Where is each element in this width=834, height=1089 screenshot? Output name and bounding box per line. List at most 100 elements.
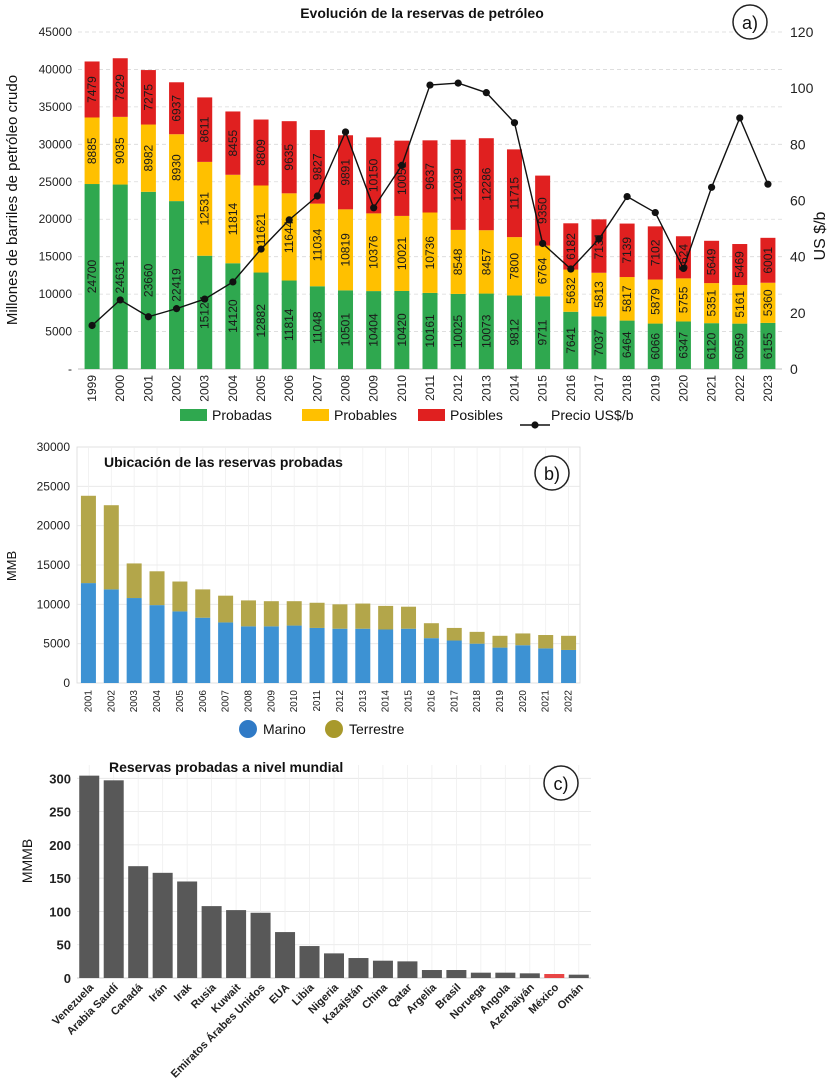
price-point-2015 bbox=[539, 239, 547, 248]
x-tick-label: Irán bbox=[147, 981, 170, 1004]
data-label: 10025 bbox=[451, 314, 465, 348]
data-label: 6120 bbox=[705, 332, 719, 359]
bar-probables-2019 bbox=[647, 279, 663, 324]
bar-probables-2001 bbox=[140, 124, 156, 192]
bar-posibles-2020 bbox=[675, 236, 691, 279]
bar-probadas-2015 bbox=[535, 296, 551, 369]
bar-marino-2007 bbox=[218, 622, 234, 683]
x-tick-label: 2013 bbox=[358, 690, 369, 713]
bar-terrestre-2004 bbox=[149, 571, 165, 606]
x-tick-label: 2004 bbox=[226, 375, 240, 402]
price-point-2023 bbox=[764, 180, 772, 188]
bar-Omán bbox=[568, 974, 589, 978]
x-tick-label: 2013 bbox=[479, 375, 493, 402]
bar-terrestre-2003 bbox=[126, 563, 142, 599]
bar-terrestre-2007 bbox=[218, 595, 234, 623]
data-label: 6937 bbox=[170, 95, 184, 122]
x-tick-label: 2003 bbox=[129, 690, 140, 713]
data-label: 15124 bbox=[198, 295, 212, 329]
y-tick-label: 30000 bbox=[39, 137, 73, 151]
bar-marino-2008 bbox=[240, 626, 256, 683]
x-tick-label: EUA bbox=[267, 982, 292, 1007]
legend-label-probables: Probables bbox=[334, 407, 397, 423]
legend-label-terrestre: Terrestre bbox=[349, 721, 404, 737]
bar-probables-2020 bbox=[675, 278, 691, 322]
price-point-2005 bbox=[257, 245, 265, 253]
data-label: 5632 bbox=[564, 277, 578, 304]
legend-swatch-probables bbox=[302, 409, 329, 421]
data-label: 7037 bbox=[592, 329, 606, 356]
legend-swatch-marino bbox=[239, 720, 257, 738]
price-point-2020 bbox=[679, 264, 688, 273]
x-tick-label: 2022 bbox=[564, 690, 575, 713]
price-point-2006 bbox=[285, 216, 293, 224]
y2-tick-label: 80 bbox=[790, 136, 806, 152]
data-label: 8885 bbox=[85, 137, 99, 164]
x-tick-label: 2010 bbox=[289, 690, 300, 713]
bar-probables-2004 bbox=[225, 174, 241, 264]
panel-label-circle bbox=[543, 765, 579, 801]
x-tick-label: 2011 bbox=[423, 375, 437, 401]
y2-tick-label: 0 bbox=[790, 361, 798, 377]
bar-probadas-2007 bbox=[309, 286, 325, 369]
bar-probadas-2003 bbox=[197, 255, 213, 369]
bar-terrestre-2017 bbox=[446, 627, 462, 641]
x-tick-label: 2009 bbox=[367, 375, 381, 402]
bar-terrestre-2013 bbox=[355, 603, 371, 629]
bar-posibles-2011 bbox=[422, 140, 438, 213]
bar-probables-2003 bbox=[197, 161, 213, 256]
bar-probables-2016 bbox=[563, 269, 579, 312]
bar-probables-2014 bbox=[506, 237, 522, 296]
y2-tick-label: 60 bbox=[790, 193, 806, 209]
data-label: 24631 bbox=[113, 260, 127, 294]
bar-Irán bbox=[152, 872, 173, 978]
price-point-2018 bbox=[623, 192, 631, 201]
x-tick-label: Omán bbox=[555, 981, 586, 1012]
data-label: 9891 bbox=[339, 159, 353, 186]
data-label: 6066 bbox=[648, 333, 662, 360]
x-tick-label: 2020 bbox=[518, 690, 529, 713]
x-tick-label: 2005 bbox=[254, 375, 268, 402]
legend-label-posibles: Posibles bbox=[450, 407, 503, 423]
x-tick-label: 2003 bbox=[198, 375, 212, 402]
bar-marino-2021 bbox=[538, 648, 554, 683]
bar-probables-1999 bbox=[84, 117, 100, 185]
bar-Irak bbox=[177, 881, 198, 978]
data-label: 12039 bbox=[451, 168, 465, 202]
x-tick-label: 2019 bbox=[648, 375, 662, 402]
data-label: 6155 bbox=[761, 332, 775, 359]
data-label: 7479 bbox=[85, 76, 99, 103]
panel-label-circle bbox=[732, 4, 768, 40]
chart-title: Evolución de la reservas de petróleo bbox=[300, 5, 544, 21]
bar-probables-2023 bbox=[760, 282, 776, 323]
bar-probadas-2021 bbox=[704, 323, 720, 369]
data-label: 5161 bbox=[733, 291, 747, 318]
bar-posibles-2005 bbox=[253, 119, 269, 186]
price-point-2003 bbox=[201, 295, 209, 303]
data-label: 7139 bbox=[620, 237, 634, 264]
data-label: 11621 bbox=[254, 212, 268, 245]
x-tick-label: 2022 bbox=[733, 375, 747, 402]
bar-probables-2017 bbox=[591, 272, 607, 317]
price-point-1999 bbox=[88, 321, 96, 330]
bar-terrestre-2011 bbox=[309, 602, 325, 628]
legend-swatch-probadas bbox=[180, 409, 207, 421]
bar-posibles-2004 bbox=[225, 111, 241, 175]
x-tick-label: 2021 bbox=[705, 375, 719, 402]
bar-probables-2008 bbox=[338, 209, 354, 291]
bar-terrestre-2006 bbox=[195, 589, 211, 618]
bar-probadas-2017 bbox=[591, 316, 607, 369]
y2-tick-label: 120 bbox=[790, 24, 814, 40]
bar-posibles-2012 bbox=[450, 139, 466, 230]
x-tick-label: 2017 bbox=[592, 375, 606, 402]
y-tick-label: 10000 bbox=[39, 287, 73, 301]
bar-Argelia bbox=[421, 970, 442, 978]
x-tick-label: 2015 bbox=[404, 690, 415, 713]
bar-terrestre-2020 bbox=[515, 633, 531, 646]
x-tick-label: 2023 bbox=[761, 375, 775, 402]
legend-swatch-posibles bbox=[418, 409, 445, 421]
bar-posibles-2022 bbox=[732, 244, 748, 285]
x-tick-label: 2012 bbox=[335, 690, 346, 713]
